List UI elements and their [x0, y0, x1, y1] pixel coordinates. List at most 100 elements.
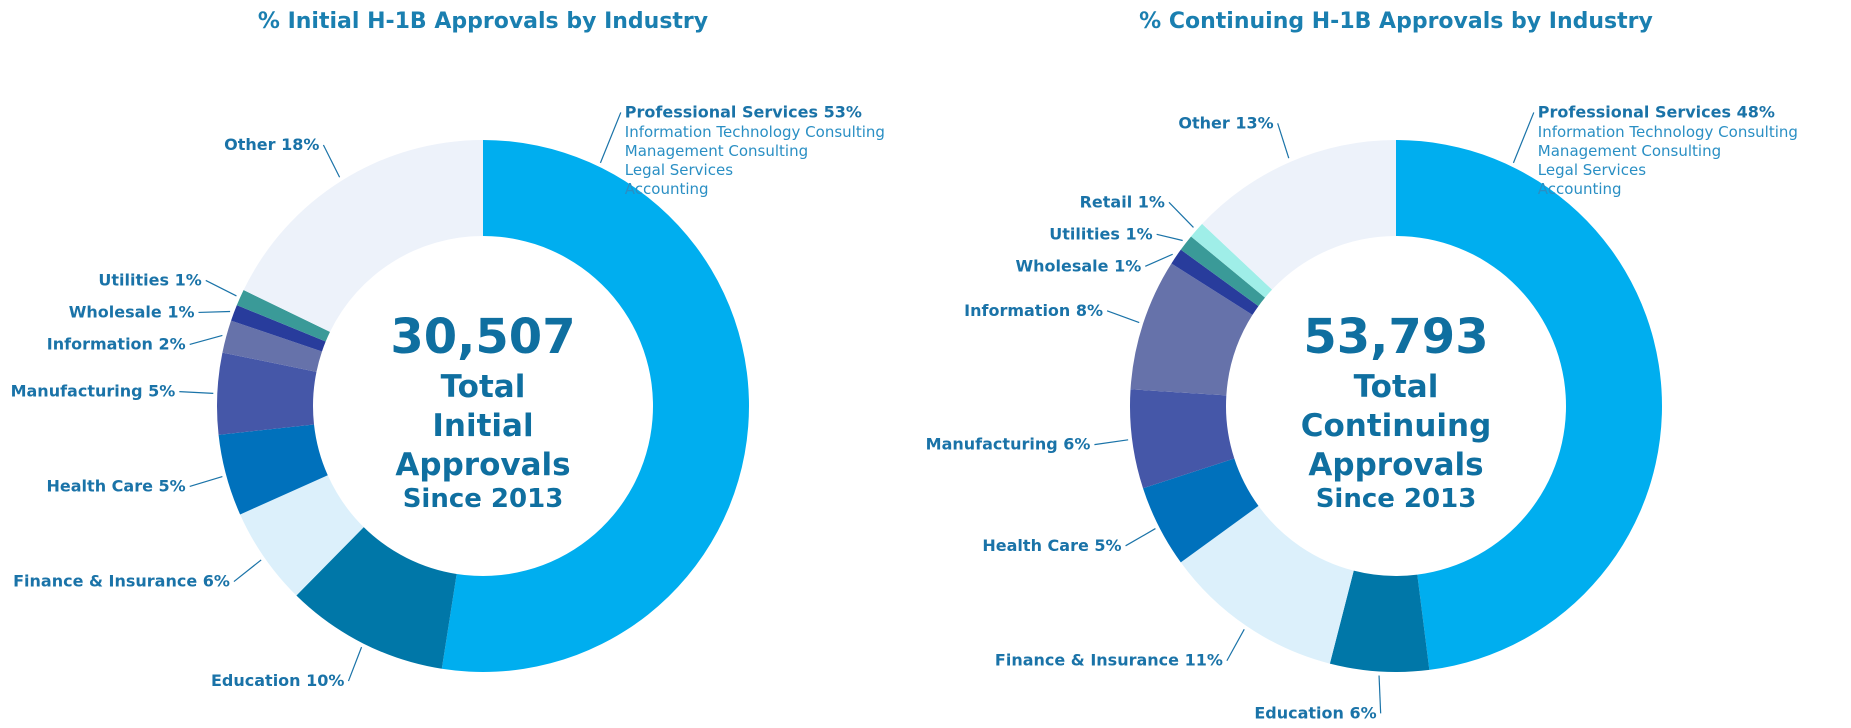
- label-text: Manufacturing 6%: [926, 434, 1091, 453]
- value-label: 11%: [1185, 650, 1223, 669]
- value-label: 13%: [1235, 113, 1273, 132]
- category-name: Professional Services: [625, 102, 818, 121]
- label-text: Finance & Insurance 6%: [13, 571, 230, 590]
- category-name: Utilities: [1049, 224, 1120, 243]
- detail-text: Information Technology Consulting: [1538, 123, 1798, 141]
- label-text: Manufacturing 5%: [11, 381, 176, 400]
- leader-line: [1168, 201, 1194, 228]
- label-text: Education 10%: [211, 671, 344, 690]
- slice-label: Education 6%: [1254, 675, 1382, 722]
- label-text: Retail 1%: [1080, 192, 1165, 211]
- donut-slice: [243, 140, 483, 332]
- donut-slice: [296, 527, 457, 669]
- label-text: Wholesale 1%: [69, 302, 195, 321]
- donut-slice: [1191, 223, 1273, 298]
- label-text: Wholesale 1%: [1015, 256, 1141, 275]
- slice-label: Information 2%: [47, 334, 223, 353]
- leader-line: [233, 559, 262, 583]
- center-text: Approvals: [1308, 447, 1483, 483]
- value-label: 18%: [281, 135, 319, 154]
- slice-label: Retail 1%: [1080, 192, 1194, 228]
- value-label: 5%: [148, 381, 175, 400]
- category-name: Information: [964, 300, 1070, 319]
- leader-line: [1106, 310, 1140, 324]
- center-text: Since 2013: [1316, 484, 1477, 514]
- value-label: 2%: [159, 334, 186, 353]
- value-label: 53%: [824, 102, 862, 121]
- donut-slice: [222, 320, 322, 372]
- center-text: Total: [1354, 369, 1439, 405]
- slice-label: Finance & Insurance 6%: [13, 559, 262, 590]
- center-text: Total: [441, 369, 526, 405]
- leader-line: [205, 279, 237, 297]
- value-label: 1%: [1138, 192, 1165, 211]
- leader-line: [1094, 439, 1129, 446]
- leader-line: [1226, 629, 1245, 662]
- slice-label: Wholesale 1%: [1015, 253, 1173, 275]
- leader-line: [1145, 253, 1173, 267]
- slice-label: Professional Services 53% Information Tec…: [599, 102, 885, 198]
- value-label: 1%: [1125, 224, 1152, 243]
- slice-label: Utilities 1%: [98, 270, 237, 297]
- slice-label: Information 8%: [964, 300, 1140, 324]
- category-name: Health Care: [47, 476, 154, 495]
- center-text: 30,507: [390, 309, 575, 365]
- leader-line: [1378, 675, 1382, 714]
- donut-slice: [1130, 263, 1253, 396]
- donut-slice: [216, 352, 317, 435]
- slice-label: Education 10%: [211, 646, 363, 690]
- donut-slice: [1180, 505, 1354, 664]
- donut-slice: [1130, 389, 1235, 489]
- category-name: Professional Services: [1538, 102, 1731, 121]
- value-label: 8%: [1076, 300, 1103, 319]
- category-name: Manufacturing: [11, 381, 143, 400]
- leader-line: [599, 112, 622, 164]
- detail-text: Legal Services: [625, 161, 733, 179]
- value-label: 1%: [167, 302, 194, 321]
- slice-label: Other 13%: [1178, 113, 1290, 159]
- donut-slice: [236, 290, 330, 342]
- value-label: 10%: [306, 671, 344, 690]
- label-text: Health Care 5%: [982, 535, 1121, 554]
- value-label: 6%: [1063, 434, 1090, 453]
- label-text: Health Care 5%: [47, 476, 186, 495]
- donut-slice: [231, 305, 326, 352]
- category-name: Manufacturing: [926, 434, 1058, 453]
- category-name: Health Care: [982, 535, 1089, 554]
- value-label: 5%: [1094, 535, 1121, 554]
- leader-line: [347, 646, 363, 682]
- donut-slice: [1396, 140, 1663, 670]
- label-text: Other 18%: [224, 135, 319, 154]
- leader-line: [1512, 112, 1535, 164]
- slice-label: Health Care 5%: [47, 475, 223, 495]
- detail-text: Management Consulting: [1538, 142, 1721, 160]
- donut-slice: [1180, 236, 1266, 307]
- value-label: 1%: [175, 270, 202, 289]
- category-name: Other: [224, 135, 275, 154]
- slice-label: Professional Services 48% Information Tec…: [1512, 102, 1798, 198]
- slice-label: Wholesale 1%: [69, 302, 231, 321]
- donut-slice: [1329, 570, 1430, 672]
- center-text: Since 2013: [403, 484, 564, 514]
- leader-line: [1125, 528, 1156, 547]
- chart-title: % Continuing H-1B Approvals by Industry: [1139, 9, 1653, 34]
- label-text: Finance & Insurance 11%: [995, 650, 1223, 669]
- donut-slice: [441, 140, 750, 672]
- donut-slice: [1171, 249, 1259, 315]
- leader-line: [1277, 123, 1290, 159]
- value-label: 5%: [159, 476, 186, 495]
- value-label: 6%: [203, 571, 230, 590]
- donut-slice: [1202, 140, 1396, 290]
- category-name: Wholesale: [1015, 256, 1108, 275]
- center-text: Continuing: [1301, 408, 1492, 444]
- slice-label: Other 18%: [224, 135, 341, 178]
- donut-slice: [240, 475, 364, 596]
- detail-text: Information Technology Consulting: [625, 123, 885, 141]
- donut-slice: [218, 424, 328, 515]
- label-text: Professional Services 53%: [625, 102, 862, 121]
- leader-line: [179, 391, 214, 395]
- label-text: Utilities 1%: [98, 270, 201, 289]
- value-label: 1%: [1114, 256, 1141, 275]
- label-text: Information 8%: [964, 300, 1103, 319]
